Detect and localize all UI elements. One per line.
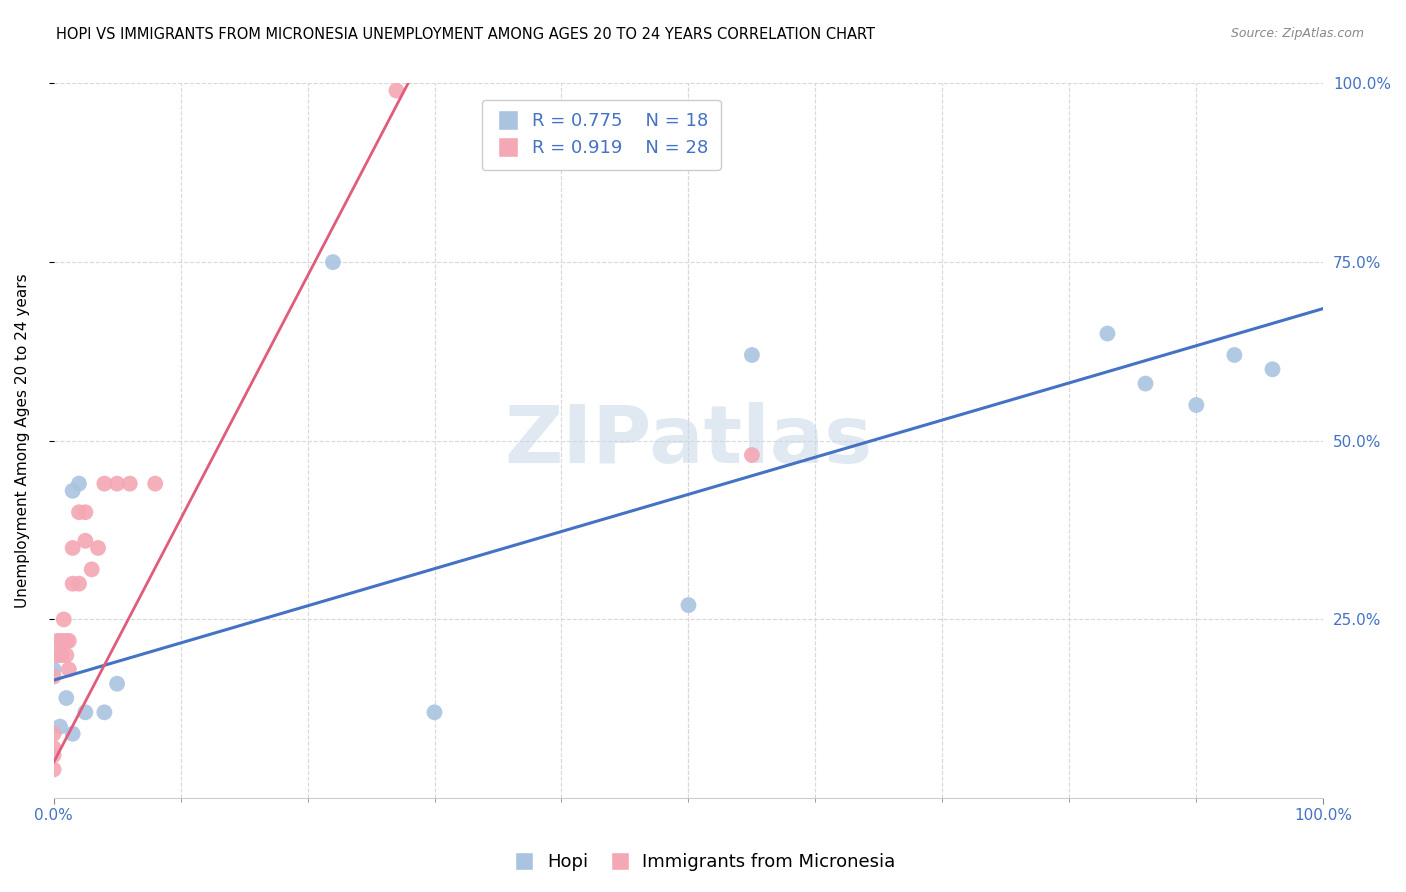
Legend: Hopi, Immigrants from Micronesia: Hopi, Immigrants from Micronesia [503, 847, 903, 879]
Point [51, 633, 73, 648]
Point [80, 562, 103, 576]
Point [67, 505, 90, 519]
Point [75, 706, 97, 720]
Point [46, 633, 69, 648]
Point [49, 720, 72, 734]
Point [105, 476, 128, 491]
Point [62, 727, 84, 741]
Point [93, 706, 115, 720]
Text: HOPI VS IMMIGRANTS FROM MICRONESIA UNEMPLOYMENT AMONG AGES 20 TO 24 YEARS CORREL: HOPI VS IMMIGRANTS FROM MICRONESIA UNEMP… [56, 27, 876, 42]
Point [93, 476, 115, 491]
Point [51, 648, 73, 662]
Point [58, 662, 80, 676]
Y-axis label: Unemployment Among Ages 20 to 24 years: Unemployment Among Ages 20 to 24 years [15, 274, 30, 608]
Point [1261, 362, 1284, 376]
Point [741, 448, 763, 462]
Point [67, 576, 90, 591]
Point [75, 533, 97, 548]
Point [42, 662, 65, 676]
Text: ZIPatlas: ZIPatlas [505, 401, 873, 480]
Point [741, 348, 763, 362]
Point [423, 706, 446, 720]
Point [105, 677, 128, 691]
Text: Source: ZipAtlas.com: Source: ZipAtlas.com [1230, 27, 1364, 40]
Point [62, 576, 84, 591]
Point [1223, 348, 1246, 362]
Point [55, 633, 77, 648]
Point [1185, 398, 1208, 412]
Point [42, 669, 65, 683]
Point [67, 476, 90, 491]
Point [1135, 376, 1157, 391]
Point [678, 598, 700, 612]
Point [42, 763, 65, 777]
Point [62, 483, 84, 498]
Point [58, 633, 80, 648]
Point [42, 741, 65, 756]
Point [75, 505, 97, 519]
Point [42, 748, 65, 763]
Point [87, 541, 110, 555]
Point [55, 691, 77, 706]
Point [143, 476, 166, 491]
Point [55, 648, 77, 662]
Point [1097, 326, 1119, 341]
Point [52, 612, 75, 626]
Point [385, 84, 408, 98]
Point [46, 648, 69, 662]
Point [118, 476, 141, 491]
Legend: R = 0.775    N = 18, R = 0.919    N = 28: R = 0.775 N = 18, R = 0.919 N = 28 [482, 100, 721, 169]
Point [62, 541, 84, 555]
Point [322, 255, 344, 269]
Point [42, 727, 65, 741]
